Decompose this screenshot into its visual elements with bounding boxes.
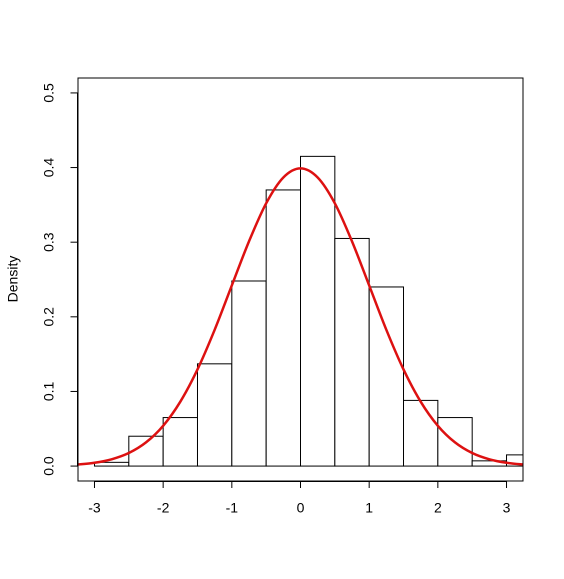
y-tick-label: 0.5 [41, 83, 57, 103]
histogram-bar [162, 417, 198, 467]
y-axis-label: Density [5, 256, 21, 303]
y-tick-label: 0.3 [41, 232, 57, 252]
histogram-bar [196, 363, 233, 467]
plot-area [78, 155, 523, 467]
histogram-bar [231, 280, 267, 467]
x-tick-label: -3 [88, 500, 101, 516]
x-tick-label: 2 [434, 500, 442, 516]
histogram-bar [368, 286, 405, 467]
x-tick-label: 0 [297, 500, 305, 516]
x-tick-label: 3 [503, 500, 511, 516]
density-curve [78, 167, 523, 466]
histogram-bar [265, 189, 301, 467]
x-tick-label: -1 [226, 500, 239, 516]
histogram-bar [334, 237, 370, 467]
y-tick-label: 0.4 [41, 158, 57, 178]
x-tick-label: 1 [365, 500, 373, 516]
histogram-bar [403, 399, 439, 467]
histogram-bar [506, 454, 523, 467]
y-tick-label: 0.2 [41, 307, 57, 327]
y-tick-label: 0.1 [41, 382, 57, 402]
y-tick-label: 0.0 [41, 456, 57, 476]
histogram-bar [300, 155, 336, 467]
x-tick-label: -2 [157, 500, 170, 516]
